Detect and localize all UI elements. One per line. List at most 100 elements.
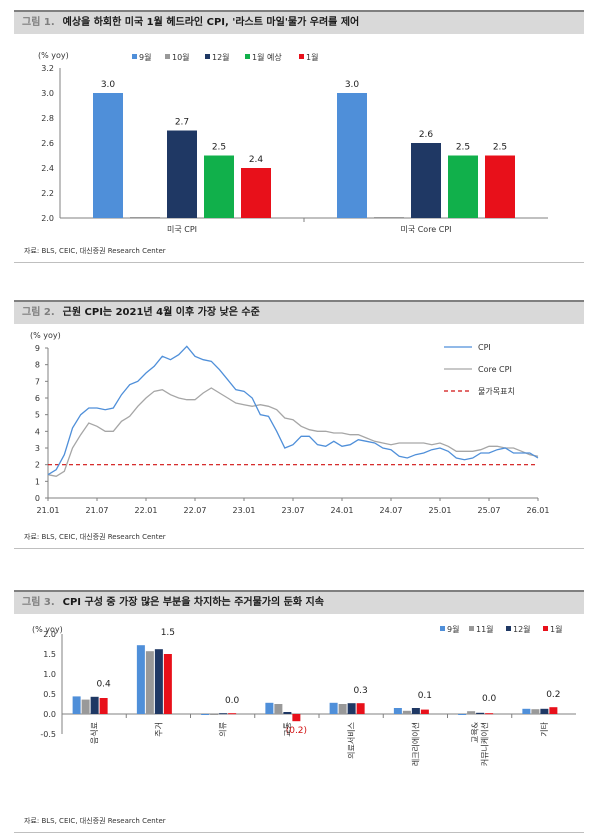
x-tick-label: 23.01 xyxy=(233,506,256,515)
category-label: 의료서비스 xyxy=(346,722,356,759)
figure-2-number: 그림 2. xyxy=(22,307,55,318)
y-tick-label: 1.5 xyxy=(43,650,56,659)
y-tick-label: 2.0 xyxy=(43,630,56,639)
legend-swatch xyxy=(205,54,210,59)
x-tick-label: 22.07 xyxy=(184,506,207,515)
x-tick-label: 23.07 xyxy=(282,506,305,515)
legend-entry: 9월 xyxy=(139,52,151,62)
y-tick-label: 0 xyxy=(35,494,40,503)
category-label: 교육& xyxy=(471,722,480,743)
legend-entry: 1월 예상 xyxy=(252,52,282,62)
bar xyxy=(99,698,108,714)
x-tick-label: 25.01 xyxy=(429,506,452,515)
data-label: 2.5 xyxy=(456,143,470,153)
figure-3-bottom-rule xyxy=(14,832,584,833)
bar xyxy=(347,703,356,714)
category-label: 미국 Core CPI xyxy=(400,225,451,234)
bar xyxy=(292,714,301,722)
bar xyxy=(210,714,219,715)
legend-entry: 10월 xyxy=(172,52,190,62)
legend-swatch xyxy=(506,626,511,631)
bar xyxy=(356,703,365,714)
bar xyxy=(338,704,347,714)
legend-entry: Core CPI xyxy=(478,365,512,374)
y-tick-label: 2.8 xyxy=(41,114,54,123)
bar xyxy=(136,645,145,714)
legend-swatch xyxy=(543,626,548,631)
data-label: 3.0 xyxy=(345,80,360,90)
x-tick-label: 21.07 xyxy=(86,506,109,515)
category-label: 교통 xyxy=(283,722,292,737)
y-tick-label: 2 xyxy=(35,461,40,470)
y-tick-label: 3 xyxy=(35,444,40,453)
bar xyxy=(204,155,234,218)
y-tick-label: 2.4 xyxy=(41,164,54,173)
bar xyxy=(458,714,467,715)
x-tick-label: 26.01 xyxy=(527,506,550,515)
legend-swatch xyxy=(245,54,250,59)
y-tick-label: 4 xyxy=(35,427,40,436)
figure-2-title: 근원 CPI는 2021년 4월 이후 가장 낮은 수준 xyxy=(62,307,260,318)
x-tick-label: 21.01 xyxy=(37,506,60,515)
bar xyxy=(81,699,90,714)
y-tick-label: 2.6 xyxy=(41,139,54,148)
y-tick-label: 7 xyxy=(35,377,40,386)
y-tick-label: 2.0 xyxy=(41,214,54,223)
bar xyxy=(145,651,154,714)
data-label: 0.2 xyxy=(546,690,560,700)
figure-3-number: 그림 3. xyxy=(22,597,55,608)
legend-entry: 물가목표치 xyxy=(478,387,515,396)
figure-1-number: 그림 1. xyxy=(22,17,55,28)
legend-entry: 1월 xyxy=(306,52,318,62)
y-tick-label: 1.0 xyxy=(43,670,56,679)
data-label: (0.2) xyxy=(286,726,307,736)
bar xyxy=(93,93,123,218)
category-label: 주거 xyxy=(154,722,163,737)
data-label: 1.5 xyxy=(161,628,175,638)
bar xyxy=(411,143,441,218)
bar xyxy=(283,712,292,714)
bar xyxy=(485,155,515,218)
y-tick-label: 3.2 xyxy=(41,64,54,73)
y-tick-label: 0.5 xyxy=(43,690,56,699)
legend-entry: 12월 xyxy=(212,52,230,62)
bar xyxy=(337,93,367,218)
data-label: 2.7 xyxy=(175,118,189,128)
legend-swatch xyxy=(299,54,304,59)
legend-swatch xyxy=(440,626,445,631)
data-label: 0.4 xyxy=(96,679,111,689)
bar xyxy=(402,710,411,714)
legend-entry: 9월 xyxy=(447,624,459,634)
legend-swatch xyxy=(469,626,474,631)
legend-entry: 11월 xyxy=(476,624,494,634)
legend-swatch xyxy=(165,54,170,59)
bar xyxy=(411,708,420,714)
figure-1-bottom-rule xyxy=(14,262,584,263)
series-line-core-cpi xyxy=(47,387,539,477)
legend-swatch xyxy=(132,54,137,59)
series-line-cpi xyxy=(47,345,539,476)
data-label: 2.6 xyxy=(419,130,434,140)
figure-2-bottom-rule xyxy=(14,548,584,549)
y-tick-label: 5 xyxy=(35,411,40,420)
bar xyxy=(201,714,210,715)
figure-3-header: 그림 3. CPI 구성 중 가장 많은 부분을 차지하는 주거물가의 둔화 지속 xyxy=(14,590,584,614)
bar xyxy=(420,709,429,714)
x-tick-label: 24.01 xyxy=(331,506,354,515)
bar xyxy=(393,708,402,714)
bar xyxy=(549,707,558,714)
y-tick-label: 6 xyxy=(35,394,40,403)
category-label: 의류 xyxy=(218,722,228,737)
bar xyxy=(228,713,237,715)
bar xyxy=(167,130,197,218)
legend-entry: CPI xyxy=(478,343,491,352)
y-tick-label: -0.5 xyxy=(40,730,56,739)
data-label: 0.0 xyxy=(482,694,497,704)
y-tick-label: 3.0 xyxy=(41,89,54,98)
bar xyxy=(154,649,163,714)
y-tick-label: 9 xyxy=(35,344,40,353)
data-label: 0.0 xyxy=(225,696,240,706)
bar xyxy=(274,704,283,714)
data-label: 2.5 xyxy=(493,143,507,153)
x-tick-label: 24.07 xyxy=(380,506,403,515)
